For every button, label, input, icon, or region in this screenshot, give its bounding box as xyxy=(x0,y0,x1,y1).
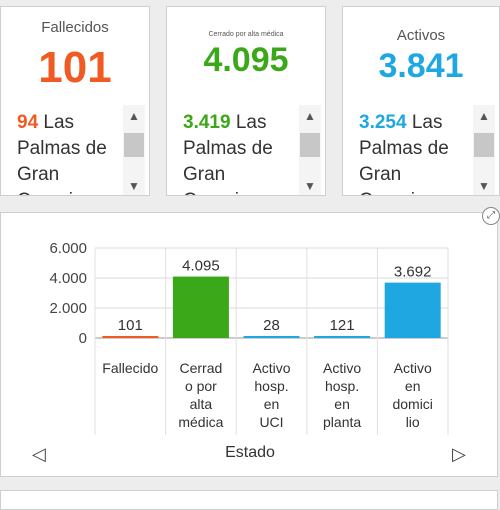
card-activos: Activos 3.841 3.254 Las Palmas de Gran C… xyxy=(342,6,500,196)
scroll-up-icon[interactable]: ▲ xyxy=(304,109,316,123)
card-title: Fallecidos xyxy=(41,19,109,36)
bar xyxy=(243,336,300,338)
x-tick-label: en xyxy=(405,378,421,394)
list-item-label: Las Palmas de Gran Canaria xyxy=(359,112,449,195)
x-tick-label: Fallecido xyxy=(102,360,158,376)
x-tick-label: en xyxy=(264,396,280,412)
y-tick-label: 2.000 xyxy=(49,300,87,317)
x-tick-label: UCI xyxy=(259,414,283,430)
scrollbar[interactable]: ▲ ▼ xyxy=(123,105,145,195)
x-tick-label: Activo xyxy=(252,360,290,376)
x-tick-label: hosp. xyxy=(325,378,359,394)
card-title: Cerrado por alta médica xyxy=(208,31,284,38)
data-label: 121 xyxy=(330,317,355,334)
y-tick-label: 0 xyxy=(79,330,87,347)
scroll-up-icon[interactable]: ▲ xyxy=(128,109,140,123)
scroll-down-icon[interactable]: ▼ xyxy=(128,179,140,193)
y-tick-label: 4.000 xyxy=(49,270,87,287)
x-tick-label: alta xyxy=(190,396,213,412)
card-fallecidos: Fallecidos 101 94 Las Palmas de Gran Can… xyxy=(0,6,150,196)
x-tick-label: planta xyxy=(323,414,361,430)
bar xyxy=(172,276,229,338)
x-tick-label: lio xyxy=(406,414,420,430)
card-value: 101 xyxy=(38,43,112,92)
data-label: 4.095 xyxy=(182,258,220,275)
scroll-down-icon[interactable]: ▼ xyxy=(478,179,490,193)
list-item-label: Las Palmas de Gran Canaria xyxy=(183,112,273,195)
x-tick-label: médica xyxy=(178,414,223,430)
chevron-right-icon[interactable]: ▷ xyxy=(452,444,466,464)
data-label: 28 xyxy=(263,317,280,334)
bottom-panel xyxy=(0,490,498,510)
x-axis-title: Estado xyxy=(225,444,275,461)
scroll-thumb[interactable] xyxy=(124,133,144,157)
x-tick-label: Activo xyxy=(323,360,361,376)
card-list: 94 Las Palmas de Gran Canaria xyxy=(17,110,117,195)
bar xyxy=(384,282,441,338)
scroll-thumb[interactable] xyxy=(300,133,320,157)
scroll-thumb[interactable] xyxy=(474,133,494,157)
x-tick-label: en xyxy=(334,396,350,412)
scrollbar[interactable]: ▲ ▼ xyxy=(299,105,321,195)
card-value: 3.841 xyxy=(378,47,464,85)
scrollbar[interactable]: ▲ ▼ xyxy=(473,105,495,195)
x-tick-label: hosp. xyxy=(254,378,288,394)
card-list: 3.419 Las Palmas de Gran Canaria xyxy=(183,110,293,195)
card-value: 4.095 xyxy=(203,41,289,79)
y-tick-label: 6.000 xyxy=(49,240,87,257)
card-cerrado: Cerrado por alta médica 4.095 3.419 Las … xyxy=(166,6,326,196)
x-tick-label: o por xyxy=(185,378,217,394)
scroll-up-icon[interactable]: ▲ xyxy=(478,109,490,123)
list-item-label: Las Palmas de Gran Canaria xyxy=(17,112,107,195)
x-tick-label: domici xyxy=(392,396,432,412)
scroll-down-icon[interactable]: ▼ xyxy=(304,179,316,193)
data-label: 3.692 xyxy=(394,264,432,281)
x-tick-label: Cerrad xyxy=(180,360,223,376)
card-list: 3.254 Las Palmas de Gran Canaria xyxy=(359,110,467,195)
chart-panel xyxy=(0,212,498,477)
bar xyxy=(102,336,159,338)
data-label: 101 xyxy=(118,317,143,334)
x-tick-label: Activo xyxy=(394,360,432,376)
chevron-left-icon[interactable]: ◁ xyxy=(32,444,46,464)
list-item-value: 3.254 xyxy=(359,112,407,133)
list-item-value: 3.419 xyxy=(183,112,231,133)
list-item-value: 94 xyxy=(17,112,39,133)
bar xyxy=(314,336,371,338)
card-title: Activos xyxy=(396,27,446,44)
